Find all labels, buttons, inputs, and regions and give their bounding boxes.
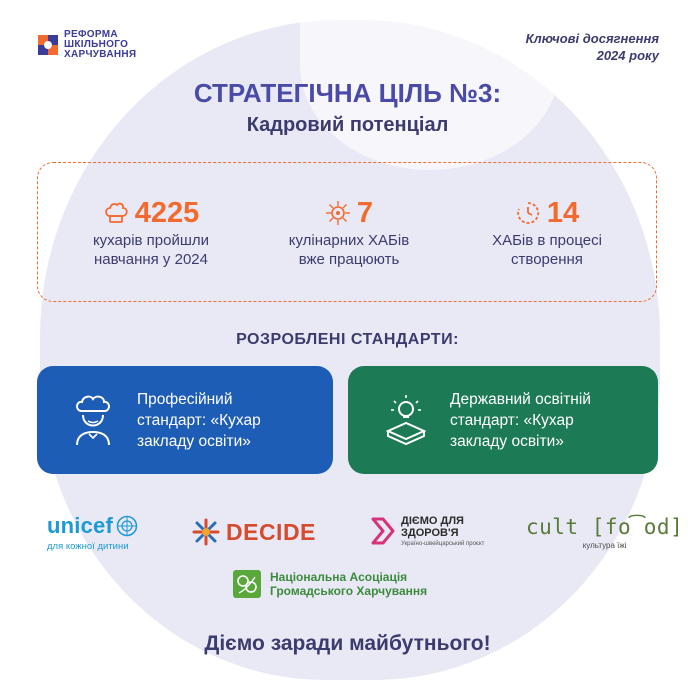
naph-line1: Національна Асоціація: [270, 570, 408, 584]
stat-desc-line1: кухарів пройшли: [92, 232, 210, 249]
report-line1: Ключові досягнення: [525, 31, 659, 46]
lightbulb-book-icon: [385, 395, 427, 446]
diemo-line2: ЗДОРОВ'Я: [401, 527, 459, 539]
reform-logo-icon: [38, 35, 58, 55]
diemo-chevron-icon: [371, 517, 395, 545]
reform-logo: РЕФОРМА ШКІЛЬНОГО ХАРЧУВАННЯ: [38, 30, 136, 60]
report-line2: 2024 року: [596, 48, 659, 63]
stat-value: 4225: [134, 196, 200, 229]
page-title: СТРАТЕГІЧНА ЦІЛЬ №3:: [193, 78, 502, 108]
card-line2: стандарт: «Кухар: [137, 411, 261, 429]
stat-desc-line1: кулінарних ХАБів: [288, 232, 410, 249]
background-leaf: [300, 0, 560, 170]
unicef-logo: unicef для кожної дитини: [47, 513, 138, 552]
decide-logo: DECIDE: [192, 518, 316, 546]
unicef-tagline: для кожної дитини: [47, 541, 129, 552]
chef-icon: [76, 395, 110, 446]
card-line3: закладу освіти»: [137, 432, 251, 450]
stat-cooks-trained: 4225 кухарів пройшли навчання у 2024: [76, 197, 226, 269]
naph-logo: Національна Асоціація Громадського Харчу…: [232, 569, 427, 599]
footer-slogan: Діємо заради майбутнього!: [204, 632, 491, 655]
logo-line3: ХАРЧУВАННЯ: [64, 49, 137, 60]
unicef-wordmark: unicef: [47, 513, 113, 538]
diemo-line1: ДІЄМО ДЛЯ: [401, 515, 464, 527]
stat-desc-line2: навчання у 2024: [94, 251, 208, 268]
stat-desc-line2: створення: [511, 251, 583, 268]
professional-standard-card: Професійний стандарт: «Кухар закладу осв…: [37, 366, 333, 474]
stat-value: 7: [356, 196, 374, 229]
unicef-emblem-icon: [116, 515, 138, 537]
cult-food-logo: cult [fo͡od] культура їжі: [526, 515, 683, 550]
stat-hubs-in-progress: 14 ХАБів в процесі створення: [472, 197, 622, 269]
hub-network-icon: [325, 201, 350, 225]
stats-panel: 4225 кухарів пройшли навчання у 2024 7 к…: [37, 162, 657, 302]
stat-hubs-working: 7 кулінарних ХАБів вже працюють: [274, 197, 424, 269]
naph-emblem-icon: [233, 570, 261, 598]
page-subtitle: Кадровий потенціал: [246, 114, 449, 136]
card-line1: Професійний: [137, 390, 233, 408]
stat-desc-line1: ХАБів в процесі: [492, 232, 602, 249]
logo-line2: ШКІЛЬНОГО: [64, 39, 129, 50]
education-standard-card: Державний освітній стандарт: «Кухар закл…: [348, 366, 658, 474]
logo-line1: РЕФОРМА: [64, 29, 118, 40]
decide-star-icon: [192, 518, 220, 546]
report-caption: Ключові досягнення 2024 року: [526, 30, 659, 64]
clock-progress-icon: [517, 202, 539, 224]
standards-heading: РОЗРОБЛЕНІ СТАНДАРТИ:: [236, 331, 459, 348]
stat-desc-line2: вже працюють: [298, 251, 400, 268]
card-line1: Державний освітній: [450, 390, 591, 408]
decide-wordmark: DECIDE: [226, 518, 316, 545]
card-line2: стандарт: «Кухар: [450, 411, 574, 429]
stat-value: 14: [546, 196, 580, 229]
cult-food-wordmark: cult [fo͡od]: [526, 515, 684, 539]
diemo-logo: ДІЄМО ДЛЯ ЗДОРОВ'Я Україно-швейцарський …: [370, 515, 484, 547]
chef-hat-icon: [104, 202, 128, 223]
card-line3: закладу освіти»: [450, 432, 564, 450]
cult-food-tagline: культура їжі: [582, 541, 627, 550]
naph-line2: Громадського Харчування: [270, 584, 428, 598]
diemo-tagline: Україно-швейцарський проєкт: [401, 541, 485, 547]
